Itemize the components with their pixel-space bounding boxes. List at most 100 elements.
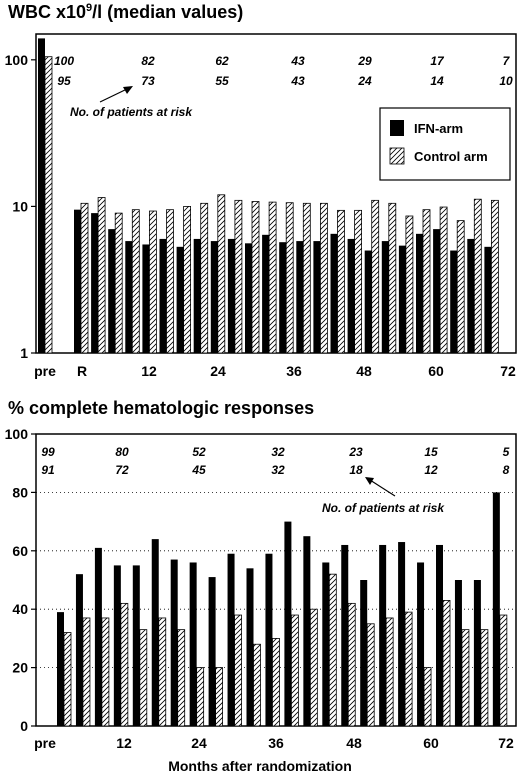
wbc-bar-ifn	[227, 238, 235, 353]
legend-swatch-control	[389, 147, 405, 165]
chr-at-risk-control: 32	[271, 463, 285, 477]
chr-y-tick-label: 60	[12, 543, 28, 559]
chr-bar-control	[347, 602, 356, 727]
chr-bar-control	[309, 608, 318, 727]
wbc-bar-ifn	[484, 246, 492, 353]
wbc-bar-control	[337, 209, 345, 354]
chr-bar-ifn	[398, 542, 406, 726]
wbc-title-part2: /l (median values)	[92, 2, 244, 22]
chr-bar-control	[215, 667, 224, 727]
chr-at-risk-control: 18	[349, 463, 363, 477]
chr-bar-control	[290, 614, 299, 727]
wbc-bar-control	[114, 212, 123, 354]
chr-x-tick-label: 36	[268, 735, 284, 751]
chr-bar-control	[234, 614, 242, 727]
chr-bar-control	[82, 617, 91, 727]
chr-at-risk-ifn: 52	[192, 445, 206, 459]
wbc-at-risk-ifn: 100	[54, 54, 74, 68]
chr-bar-ifn	[473, 580, 481, 726]
wbc-bar-ifn	[193, 238, 201, 353]
chr-bar-control	[139, 629, 148, 727]
wbc-bar-ifn	[159, 238, 167, 353]
wbc-at-risk-ifn: 17	[430, 54, 445, 68]
chr-y-tick-label: 40	[12, 601, 28, 617]
chr-bar-control	[385, 617, 394, 727]
wbc-bar-control	[490, 199, 499, 354]
wbc-bar-ifn	[245, 243, 252, 353]
wbc-at-risk-ifn: 43	[290, 54, 305, 68]
wbc-bar-ifn	[91, 213, 99, 353]
chr-bar-ifn	[113, 565, 121, 726]
wbc-bar-control	[131, 209, 140, 354]
chr-bar-control	[253, 643, 261, 727]
wbc-bar-control	[473, 198, 482, 354]
chr-y-tick-label: 80	[12, 484, 28, 500]
chr-bar-control	[461, 629, 470, 727]
wbc-bar-ifn	[381, 241, 389, 353]
chr-bar-control	[328, 573, 337, 727]
chr-y-tick-label: 100	[5, 426, 29, 442]
wbc-bar-control	[251, 201, 260, 354]
chr-bar-ifn	[379, 544, 387, 726]
wbc-bar-control	[285, 202, 294, 354]
wbc-at-risk-control: 24	[357, 74, 372, 88]
wbc-bar-control	[354, 209, 363, 354]
chr-at-risk-label: No. of patients at risk	[322, 501, 445, 515]
chr-bar-ifn	[75, 574, 83, 726]
wbc-title-exp: 9	[86, 2, 93, 14]
chr-bar-control	[423, 667, 432, 727]
legend-box	[379, 107, 511, 181]
chr-x-tick-label: 24	[191, 735, 207, 751]
wbc-x-tick-label: 72	[500, 363, 516, 379]
wbc-bar-control	[183, 206, 192, 354]
chr-bar-ifn	[132, 565, 140, 726]
chr-bar-ifn	[492, 492, 500, 726]
wbc-x-tick-label: 24	[210, 363, 226, 379]
wbc-bar-ifn	[330, 233, 338, 353]
chr-at-risk-ifn: 80	[115, 445, 129, 459]
wbc-bar-control	[97, 197, 106, 354]
chr-bar-control	[366, 623, 375, 727]
wbc-bar-control	[200, 202, 209, 354]
wbc-bar-ifn	[450, 250, 458, 353]
chr-bar-ifn	[170, 559, 178, 726]
chr-x-tick-label: 72	[498, 735, 514, 751]
chr-at-risk-control: 72	[115, 463, 129, 477]
wbc-bar-control	[234, 199, 243, 354]
wbc-chart-title: WBC x109/l (median values)	[8, 2, 243, 23]
wbc-bar-ifn	[142, 244, 150, 353]
wbc-bar-control	[371, 199, 380, 354]
chr-bar-ifn	[189, 562, 197, 726]
wbc-bar-ifn	[279, 242, 287, 353]
wbc-x-tick-label: 60	[428, 363, 444, 379]
chr-bar-ifn	[227, 553, 235, 726]
chr-bar-ifn	[284, 521, 292, 726]
chr-bar-control	[404, 611, 413, 727]
wbc-bar-control	[268, 201, 277, 354]
chr-at-risk-control: 45	[191, 463, 206, 477]
chr-bar-control	[158, 617, 167, 727]
legend-swatch-ifn	[390, 120, 404, 136]
wbc-bar-ifn	[262, 234, 270, 353]
chr-chart-title: % complete hematologic responses	[8, 398, 315, 418]
wbc-x-tick-label: R	[77, 363, 87, 379]
chr-x-tick-label: 60	[423, 735, 439, 751]
wbc-at-risk-ifn: 29	[357, 54, 372, 68]
chr-bar-ifn	[360, 580, 368, 726]
chr-at-risk-ifn: 23	[348, 445, 363, 459]
wbc-bar-ifn	[467, 238, 475, 353]
chr-bar-ifn	[208, 577, 216, 726]
wbc-bar-control	[166, 209, 174, 354]
wbc-bar-ifn	[398, 245, 406, 353]
wbc-at-risk-control: 43	[290, 74, 305, 88]
chr-bar-ifn	[436, 544, 443, 726]
wbc-bar-control	[319, 202, 328, 354]
chr-x-tick-label: pre	[34, 735, 56, 751]
wbc-y-tick-label: 10	[12, 198, 28, 214]
chr-x-tick-label: 48	[346, 735, 362, 751]
wbc-x-tick-label: 36	[286, 363, 302, 379]
chr-bar-control	[120, 602, 129, 727]
wbc-bar-control	[217, 194, 226, 354]
wbc-at-risk-control: 14	[430, 74, 444, 88]
